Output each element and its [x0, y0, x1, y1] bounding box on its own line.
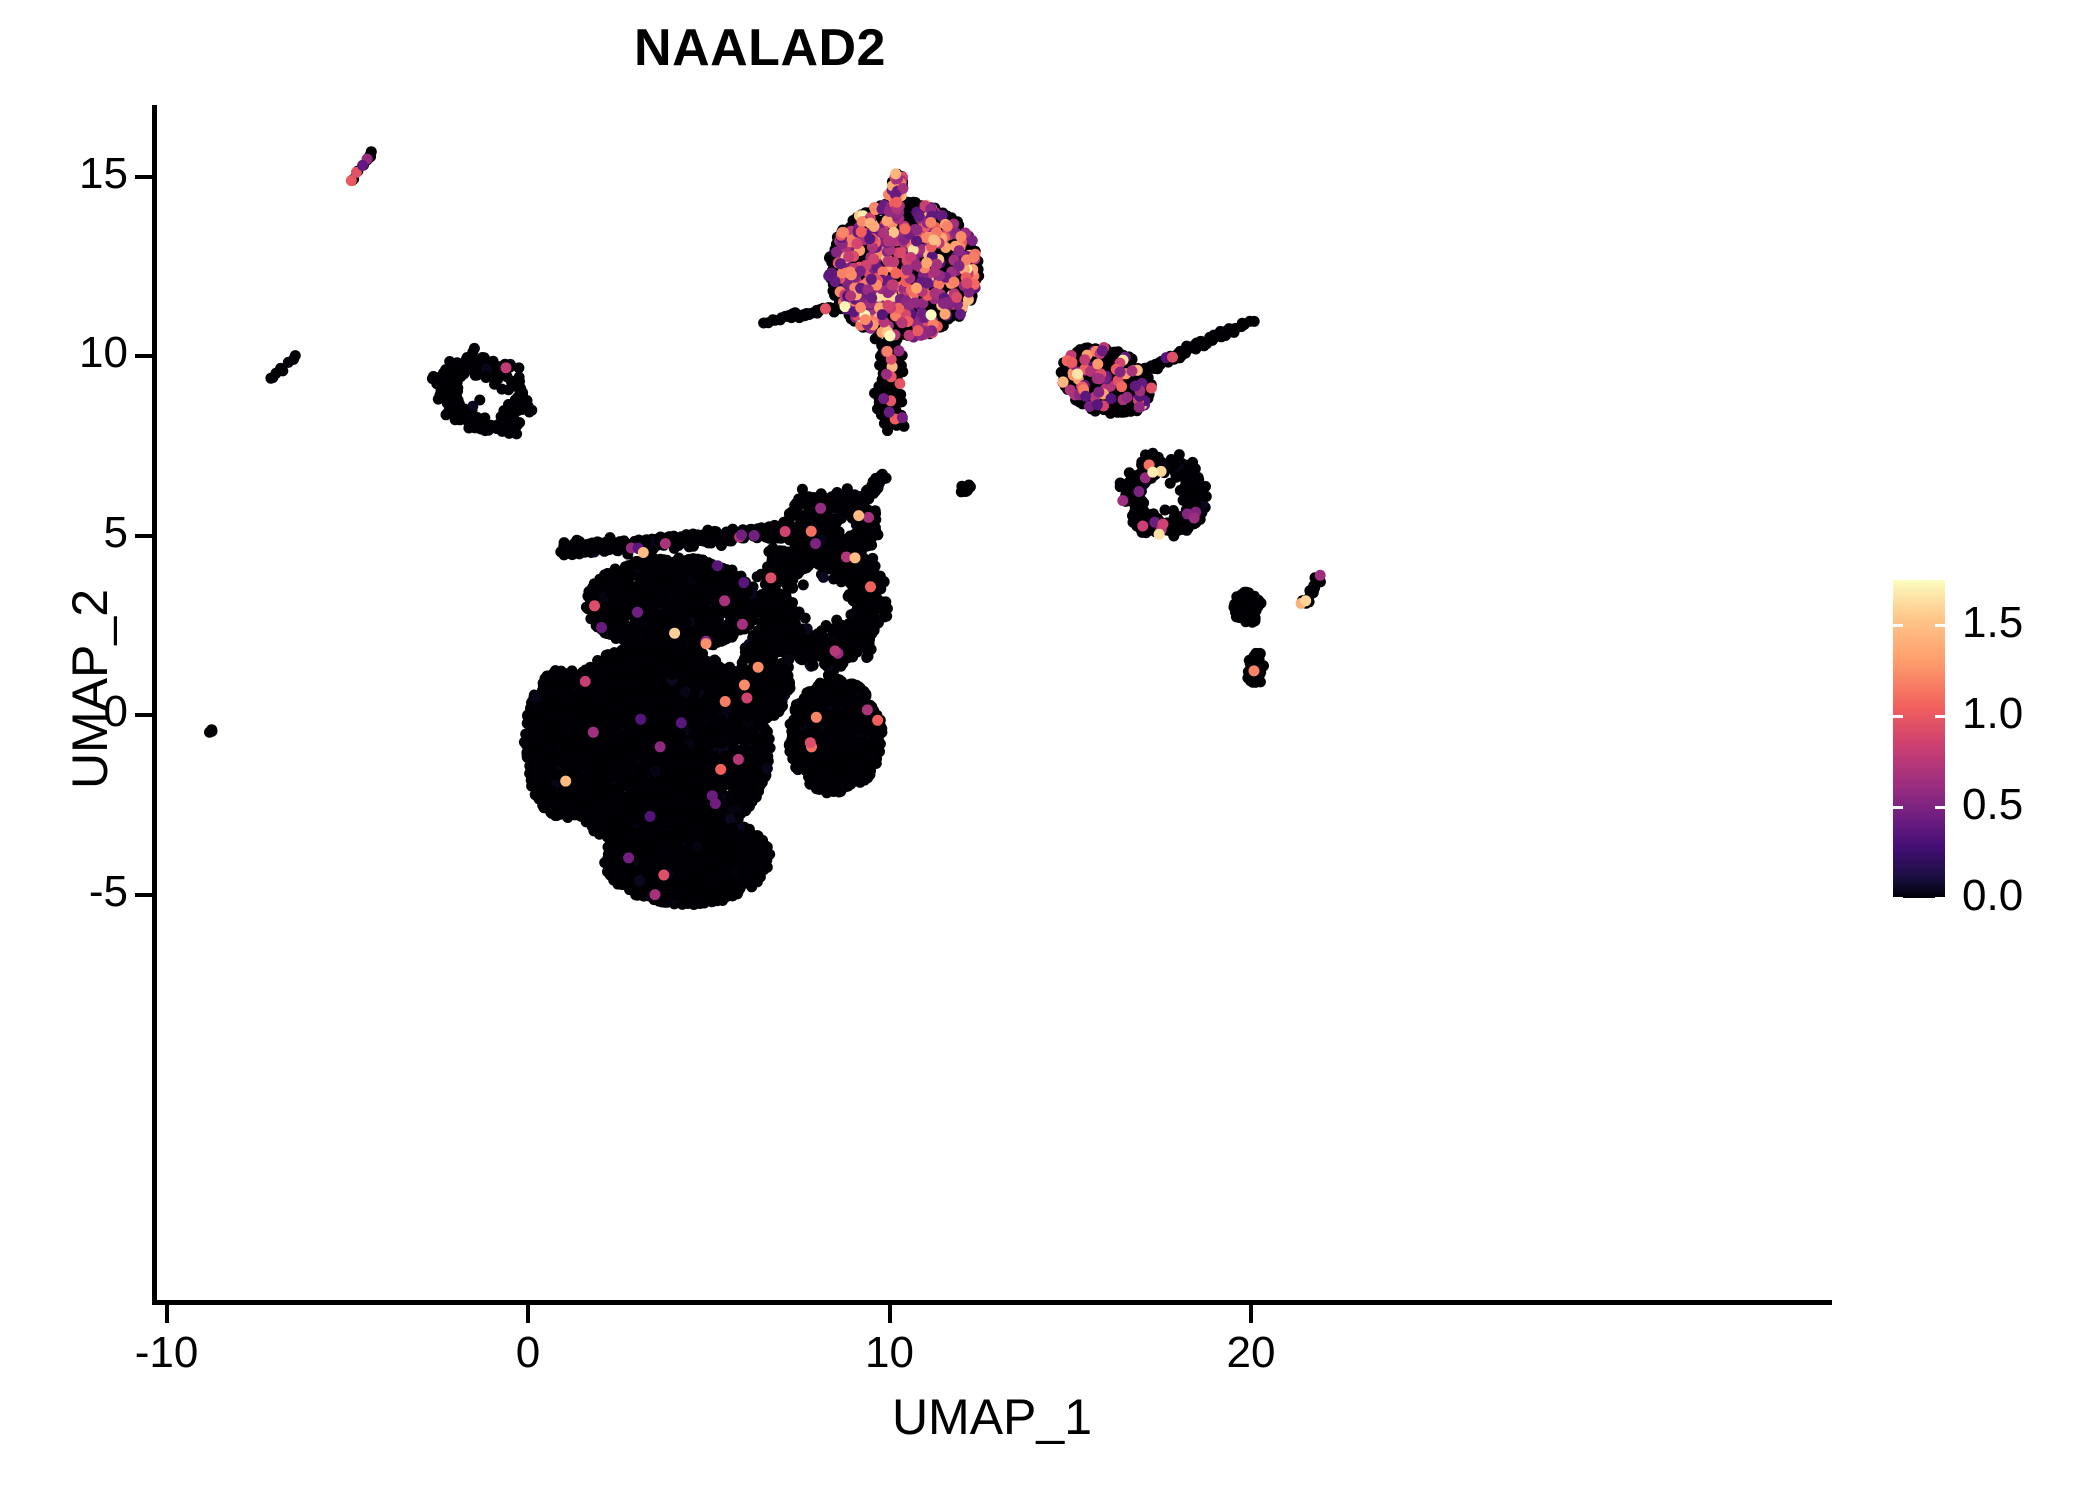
colorbar-gradient	[1893, 580, 1945, 898]
x-tick-mark	[526, 1305, 530, 1323]
x-axis-title: UMAP_1	[891, 1389, 1093, 1445]
colorbar-tick-mark	[1935, 714, 1945, 718]
x-tick-label: -10	[134, 1328, 199, 1377]
plot-panel	[152, 105, 1832, 1303]
page-title: NAALAD2	[634, 19, 886, 77]
x-tick-label: 20	[1226, 1328, 1276, 1377]
y-tick-mark	[135, 892, 152, 897]
x-tick-mark	[1249, 1305, 1253, 1323]
colorbar-tick-mark	[1893, 896, 1903, 900]
colorbar-tick-label: 1.5	[1962, 598, 2024, 648]
colorbar-tick-mark	[1893, 714, 1903, 718]
x-tick-label: 10	[865, 1328, 914, 1377]
y-tick-mark	[135, 713, 152, 717]
y-tick-label: 15	[79, 148, 128, 198]
x-axis-line	[152, 1300, 1832, 1305]
y-tick-mark	[135, 354, 152, 358]
colorbar-tick-mark	[1935, 623, 1945, 627]
y-axis-line	[152, 105, 157, 1303]
colorbar-tick-mark	[1935, 805, 1945, 809]
colorbar-tick-mark	[1935, 896, 1945, 900]
colorbar-tick-label: 0.0	[1962, 871, 2024, 920]
y-tick-mark	[135, 533, 152, 538]
y-axis-title: UMAP_2	[62, 588, 118, 790]
y-tick-mark	[135, 174, 152, 179]
x-tick-mark	[887, 1305, 892, 1323]
colorbar-tick-label: 1.0	[1962, 689, 2024, 739]
colorbar-tick-label: 0.5	[1962, 780, 2024, 830]
x-tick-mark	[164, 1305, 169, 1323]
color-legend: 1.5 1.0 0.5 0.0	[1880, 575, 2080, 920]
x-tick-label: 0	[515, 1328, 541, 1377]
colorbar-tick-mark	[1893, 623, 1903, 627]
colorbar-tick-mark	[1893, 805, 1903, 809]
